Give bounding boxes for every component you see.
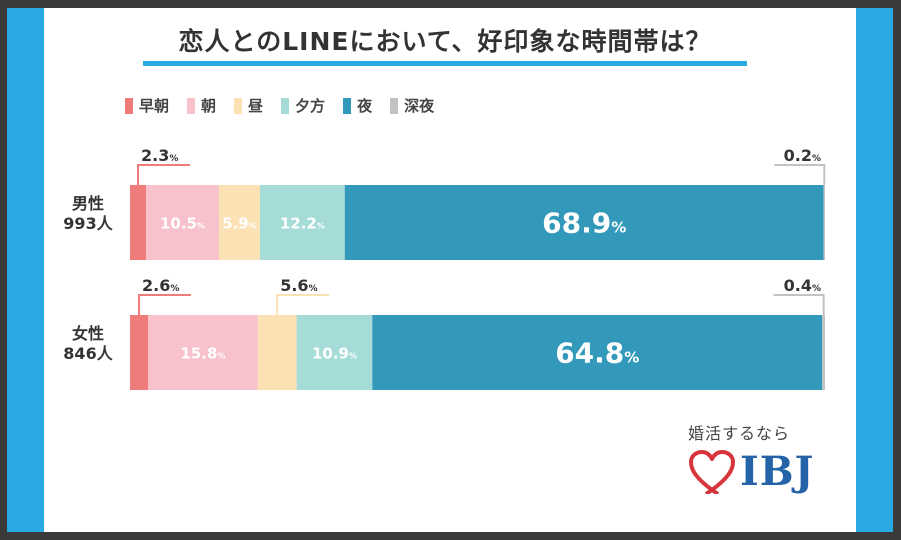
legend-swatch bbox=[390, 97, 399, 114]
chart-legend: 早朝 朝 昼 夕方 夜 深夜 bbox=[125, 95, 434, 116]
right-accent-band bbox=[856, 8, 893, 532]
logo-text: IBJ bbox=[740, 448, 815, 495]
bar-segment bbox=[822, 315, 825, 390]
legend-label: 夕方 bbox=[295, 97, 326, 115]
legend-label: 朝 bbox=[201, 97, 217, 115]
chart-title: 恋人とのLINEにおいて、好印象な時間帯は？ bbox=[178, 27, 712, 56]
data-label: 0.2% bbox=[784, 146, 821, 165]
callout-line bbox=[136, 164, 190, 185]
row-label-group: 女性 bbox=[71, 324, 104, 343]
data-label: 0.4% bbox=[784, 276, 821, 295]
bar-segment bbox=[257, 315, 297, 390]
data-label: 5.6% bbox=[280, 276, 317, 295]
title-underline bbox=[143, 61, 747, 66]
left-accent-band bbox=[7, 8, 44, 532]
legend-swatch bbox=[343, 97, 352, 114]
bar-segment bbox=[344, 185, 824, 260]
legend-item: 深夜 bbox=[390, 95, 434, 116]
legend-item: 昼 bbox=[234, 95, 263, 116]
callout-line bbox=[774, 164, 826, 185]
legend-item: 朝 bbox=[187, 95, 216, 116]
data-label: 10.9% bbox=[312, 345, 357, 363]
bar-segment bbox=[259, 185, 345, 260]
data-label: 5.9% bbox=[222, 215, 257, 233]
row-label-male: 男性 993人 bbox=[58, 194, 118, 234]
bar-segment bbox=[296, 315, 373, 390]
row-label-count: 993人 bbox=[63, 214, 113, 233]
legend-label: 夜 bbox=[357, 97, 373, 115]
legend-item: 夜 bbox=[343, 95, 372, 116]
bar-segment bbox=[130, 315, 149, 390]
callout-line bbox=[138, 294, 192, 315]
data-label: 12.2% bbox=[280, 215, 325, 233]
data-label: 2.3% bbox=[141, 146, 178, 165]
infographic-frame bbox=[7, 8, 893, 532]
callout-line bbox=[773, 294, 825, 315]
legend-swatch bbox=[125, 97, 133, 114]
bar-segment bbox=[145, 185, 219, 260]
legend-swatch bbox=[234, 97, 243, 114]
legend-swatch bbox=[187, 97, 196, 114]
bar-segment bbox=[218, 185, 260, 260]
heart-icon bbox=[689, 449, 735, 494]
bar-segment bbox=[148, 315, 258, 390]
data-label: 2.6% bbox=[142, 276, 179, 295]
legend-label: 昼 bbox=[248, 97, 264, 115]
legend-item: 夕方 bbox=[281, 95, 325, 116]
bar-segment bbox=[823, 185, 825, 260]
legend-swatch bbox=[281, 97, 290, 114]
callout-line bbox=[276, 294, 330, 315]
logo-tagline: 婚活するなら bbox=[688, 424, 791, 443]
data-label: 15.8% bbox=[180, 345, 225, 363]
row-label-female: 女性 846人 bbox=[58, 324, 118, 364]
legend-label: 早朝 bbox=[139, 97, 170, 115]
legend-label: 深夜 bbox=[404, 97, 435, 115]
row-label-count: 846人 bbox=[63, 344, 113, 363]
legend-item: 早朝 bbox=[125, 95, 169, 116]
ibj-logo: IBJ bbox=[688, 448, 814, 495]
row-label-group: 男性 bbox=[71, 194, 104, 213]
data-label: 10.5% bbox=[160, 215, 205, 233]
bar-segment bbox=[130, 185, 146, 260]
data-label: 68.9% bbox=[542, 207, 626, 240]
bar-segment bbox=[372, 315, 823, 390]
